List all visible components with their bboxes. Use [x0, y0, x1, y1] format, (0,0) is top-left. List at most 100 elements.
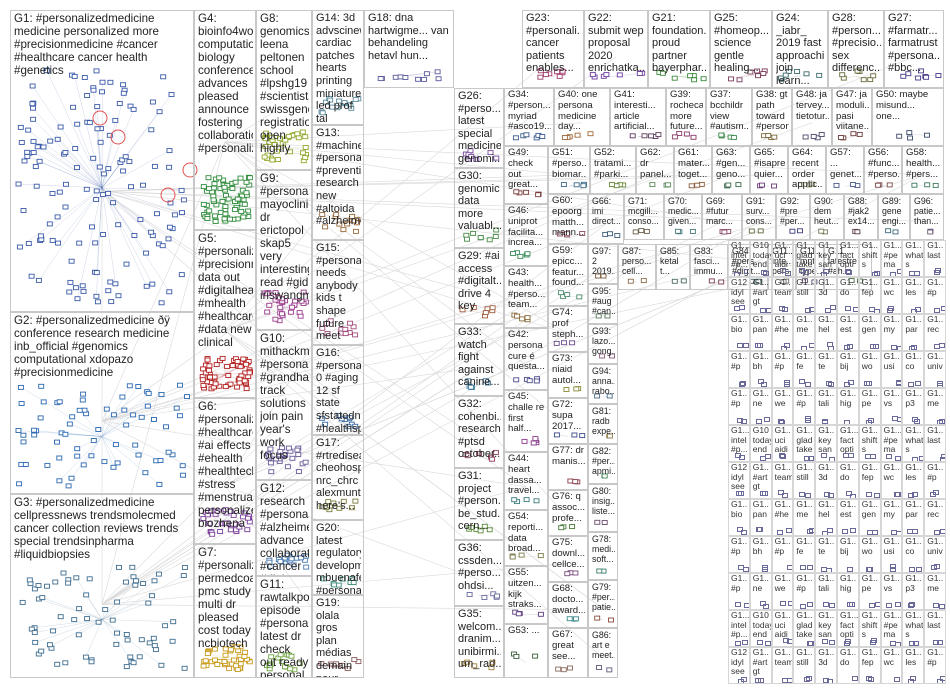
mini-group-box[interactable]: G1.. p3: [902, 388, 925, 425]
group-box-g39[interactable]: G39: rocheca more future...: [666, 88, 706, 146]
group-box-g32[interactable]: G32: cohenbi... research #ptsd october..…: [454, 396, 504, 468]
mini-group-box[interactable]: G10 today end: [749, 425, 772, 462]
group-box-g94[interactable]: G94: anna... rabo...: [588, 364, 618, 404]
mini-group-box[interactable]: G1.. fep: [858, 462, 881, 499]
mini-group-box[interactable]: G1.. we: [771, 388, 794, 425]
mini-group-box[interactable]: G1.. shift s: [858, 610, 881, 647]
group-box-g21[interactable]: G21: foundation... proud partner bayerph…: [648, 10, 710, 88]
mini-group-box[interactable]: G1... intel #p...: [728, 425, 750, 462]
group-box-g2[interactable]: G2: #personalizedmedicine ðÿ conference …: [10, 312, 194, 494]
mini-group-box[interactable]: G1.. vs: [880, 388, 903, 425]
mini-group-box[interactable]: G1.. my: [880, 499, 903, 536]
group-box-g49[interactable]: G49: check out great...: [504, 146, 548, 204]
group-box-g8[interactable]: G8: genomics leena peltonen school #lpsh…: [256, 10, 312, 170]
mini-group-box[interactable]: G1.. 3d: [815, 647, 837, 684]
mini-group-box[interactable]: G1.. hig: [837, 573, 859, 610]
group-box-g48[interactable]: G48: ja tervey... tietotur...: [792, 88, 832, 146]
group-box-g64[interactable]: G64: recent order applic...: [788, 146, 826, 194]
mini-group-box[interactable]: G1.. wc: [880, 277, 903, 314]
group-box-g26[interactable]: G26: #perso... latest special medicine g…: [454, 88, 504, 168]
mini-group-box[interactable]: G1.. p3: [902, 573, 925, 610]
mini-group-box[interactable]: G1.. what s: [902, 610, 925, 647]
group-box-g68[interactable]: G68: docto... award...: [548, 582, 588, 628]
group-box-g61[interactable]: G61: mater... toget...: [674, 146, 712, 194]
group-box-g90[interactable]: G90: dem heut...: [810, 194, 844, 240]
group-box-g16[interactable]: G16: #personali... 0 #aging 12 sf state …: [312, 345, 364, 435]
mini-group-box[interactable]: G1.. tali: [815, 388, 837, 425]
mini-group-box[interactable]: G1... fact opti: [837, 425, 859, 462]
mini-group-box[interactable]: G1.. still: [793, 647, 816, 684]
mini-group-box[interactable]: G1.. gen: [858, 314, 881, 351]
mini-group-box[interactable]: G1.. shift s: [858, 240, 881, 277]
group-box-g92[interactable]: G92: #pre #per...: [776, 194, 810, 240]
group-box-g97[interactable]: G97: 2 2019...: [588, 244, 618, 284]
group-box-g74[interactable]: G74: prof steph...: [548, 306, 588, 352]
group-box-g36[interactable]: G36: cssden... #perso... ohdsi...: [454, 540, 504, 606]
mini-group-box[interactable]: G1.. bij: [837, 536, 859, 573]
mini-group-box[interactable]: G1... #pe ma: [880, 425, 903, 462]
group-box-g5[interactable]: G5: #personalizedmedici... #precisionmed…: [194, 230, 256, 398]
mini-group-box[interactable]: G1.. pan: [749, 314, 772, 351]
group-box-g86[interactable]: G86: art e meet...: [588, 628, 618, 678]
mini-group-box[interactable]: G1.. what s: [902, 425, 925, 462]
mini-group-box[interactable]: G1.. #p: [728, 351, 750, 388]
mini-group-box[interactable]: G1.. wc: [880, 462, 903, 499]
mini-group-box[interactable]: G1.. team: [771, 647, 794, 684]
mini-group-box[interactable]: G1.. glad take: [793, 240, 816, 277]
mini-group-box[interactable]: G1.. usi: [880, 351, 903, 388]
mini-group-box[interactable]: G1.. usi: [880, 536, 903, 573]
mini-group-box[interactable]: G1.. my: [880, 314, 903, 351]
group-box-g41[interactable]: G41: interesti... article artificial...: [610, 88, 666, 146]
group-box-g18[interactable]: G18: dna hartwigme... van behandeling he…: [364, 10, 454, 88]
group-box-g80[interactable]: G80: insig... liste...: [588, 484, 618, 532]
mini-group-box[interactable]: G1.. gen: [858, 499, 881, 536]
mini-group-box[interactable]: G1... #pe ma: [880, 240, 903, 277]
group-box-g42[interactable]: G42: persona cure é questa...: [504, 328, 548, 390]
mini-group-box[interactable]: G1.. team: [771, 277, 794, 314]
mini-group-box[interactable]: G1.. bio: [728, 499, 750, 536]
group-box-g27[interactable]: G27: #farmatr... farmatrust #persona... …: [884, 10, 944, 88]
group-box-g33[interactable]: G33: watch fight against canine...: [454, 324, 504, 396]
mini-group-box[interactable]: G1.. pan: [749, 499, 772, 536]
group-box-g87[interactable]: G87: perso... cell...: [618, 244, 656, 290]
mini-group-box[interactable]: G1.. ne: [749, 573, 772, 610]
mini-group-box[interactable]: G1... fact opti: [837, 610, 859, 647]
mini-group-box[interactable]: G1.. ne: [749, 388, 772, 425]
group-box-g54[interactable]: G54: reporti... data broad...: [504, 510, 548, 566]
group-box-g66[interactable]: G66: imi direct...: [588, 194, 624, 244]
group-box-g71[interactable]: G71: mcgill... conso...: [624, 194, 664, 240]
group-box-g75[interactable]: G75: downl... cellce...: [548, 536, 588, 582]
mini-group-box[interactable]: G10 today end: [749, 610, 772, 647]
group-box-g10[interactable]: G10: mithackmed #personalized... #grandh…: [256, 330, 312, 480]
group-box-g23[interactable]: G23: #personali... cancer patients enabl…: [522, 10, 584, 88]
group-box-g70[interactable]: G70: medic... given...: [664, 194, 702, 240]
group-box-g12[interactable]: G12: research #personalized... #alzheime…: [256, 480, 312, 576]
mini-group-box[interactable]: G10 today end: [749, 240, 772, 277]
mini-group-box[interactable]: G1.. co: [902, 536, 925, 573]
mini-group-box[interactable]: G1.. we: [771, 573, 794, 610]
group-box-g40[interactable]: G40: one persona medicine day...: [554, 88, 610, 146]
mini-group-box[interactable]: G1.. les: [902, 647, 925, 684]
mini-group-box[interactable]: G1.. uci aidi: [771, 610, 794, 647]
mini-group-box[interactable]: G1.. me: [793, 499, 816, 536]
group-box-g88[interactable]: G88: #jak2 ex14...: [844, 194, 878, 240]
mini-group-box[interactable]: G1.. do: [837, 647, 859, 684]
mini-group-box[interactable]: G1.. #he: [771, 314, 794, 351]
group-box-g38[interactable]: G38: gt path toward #person...: [752, 88, 792, 146]
group-box-g82[interactable]: G82: #per... apmi...: [588, 444, 618, 484]
mini-group-box[interactable]: G1.. vs: [880, 573, 903, 610]
mini-group-box[interactable]: G1.. rec: [924, 499, 946, 536]
mini-group-box[interactable]: G12 idyl see: [728, 462, 750, 499]
group-box-g3[interactable]: G3: #personalizedmedicine cellpressnews …: [10, 494, 194, 678]
mini-group-box[interactable]: G1.. hel: [815, 314, 837, 351]
mini-group-box[interactable]: G1.. bh: [749, 351, 772, 388]
mini-group-box[interactable]: G1.. #p: [728, 388, 750, 425]
group-box-g37[interactable]: G37: bcchildr view #autism...: [706, 88, 752, 146]
mini-group-box[interactable]: G12 idyl see: [728, 277, 750, 314]
group-box-g53[interactable]: G53: ...: [504, 624, 548, 678]
group-box-g50[interactable]: G50: maybe misund... one...: [872, 88, 944, 146]
mini-group-box[interactable]: G1.. #he: [771, 499, 794, 536]
mini-group-box[interactable]: G1.. fe: [793, 351, 816, 388]
group-box-g65[interactable]: G65: #isapre quier...: [750, 146, 788, 194]
